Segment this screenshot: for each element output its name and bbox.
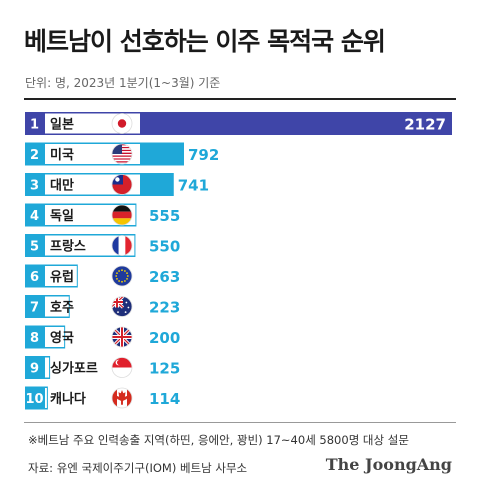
canada-flag-icon — [111, 387, 133, 409]
japan-flag-icon — [111, 113, 133, 134]
rank-label: 3 — [30, 179, 39, 194]
value-label: 550 — [149, 238, 180, 256]
category-label: 대만 — [50, 178, 74, 194]
category-label: 유럽 — [50, 270, 74, 285]
bar-row-1: 1 일본 2127 — [25, 112, 452, 135]
label-plate — [45, 327, 65, 347]
chart-title: 베트남이 선호하는 이주 목적국 순위 — [24, 27, 386, 56]
bar-row-10: 10 캐나다 114 — [25, 386, 180, 410]
bar-row-9: 9 싱가포르 125 — [25, 356, 180, 379]
rank-box — [25, 356, 44, 379]
bar-row-3: 3 대만 741 — [25, 173, 209, 196]
category-label: 싱가포르 — [50, 362, 98, 377]
usa-flag-icon — [111, 143, 133, 165]
rank-box — [25, 386, 44, 410]
value-label: 792 — [188, 146, 219, 164]
value-label: 555 — [149, 207, 180, 225]
rank-label: 1 — [30, 118, 39, 133]
rank-box — [25, 112, 44, 135]
singapore-flag-icon — [111, 357, 133, 378]
france-flag-icon — [111, 235, 133, 256]
rank-label: 10 — [25, 392, 43, 407]
category-label: 프랑스 — [50, 240, 86, 255]
bar-row-8: 8 영국 200 — [25, 325, 180, 349]
rank-box — [25, 173, 44, 196]
label-plate — [45, 235, 135, 256]
germany-flag-icon — [111, 204, 133, 226]
bottom-rule — [24, 422, 456, 423]
rank-label: 4 — [30, 209, 39, 224]
value-label: 263 — [149, 268, 180, 286]
label-plate — [45, 357, 50, 378]
value-label: 200 — [149, 329, 180, 347]
bar-row-2: 2 미국 792 — [25, 142, 219, 166]
rank-box — [25, 295, 44, 318]
taiwan-flag-icon — [111, 174, 133, 195]
category-label: 호주 — [50, 301, 74, 316]
publisher-logo: The JoongAng — [325, 455, 452, 474]
rank-box — [25, 203, 44, 227]
rank-box — [25, 234, 44, 257]
label-plate — [45, 388, 47, 408]
bar-row-4: 4 독일 555 — [25, 203, 180, 227]
source-note: 자료: 유엔 국제이주기구(IOM) 베트남 사무소 — [28, 461, 248, 475]
rank-label: 7 — [30, 301, 39, 316]
bar-row-7: 7 호주 223 — [25, 295, 180, 318]
rank-box — [25, 142, 44, 166]
value-label: 223 — [149, 299, 180, 317]
label-plate — [45, 266, 77, 286]
category-label: 미국 — [50, 147, 74, 163]
value-label: 114 — [149, 390, 180, 408]
footnote: ※베트남 주요 인력송출 지역(하띤, 응에안, 꽝빈) 17~40세 5800… — [28, 433, 409, 447]
rank-label: 9 — [30, 362, 39, 377]
rank-box — [25, 264, 44, 288]
bar-row-5: 5 프랑스 550 — [25, 234, 180, 257]
value-label: 2127 — [404, 116, 446, 134]
rank-box — [25, 325, 44, 349]
rank-label: 8 — [30, 331, 39, 346]
category-label: 영국 — [50, 331, 74, 346]
rank-label: 5 — [30, 240, 39, 255]
label-plate — [45, 205, 136, 225]
bar-row-6: 6 유럽 263 — [25, 264, 180, 288]
category-label: 독일 — [50, 209, 74, 224]
label-plate — [45, 296, 69, 317]
rank-label: 2 — [30, 148, 39, 163]
australia-flag-icon — [111, 296, 133, 317]
uk-flag-icon — [111, 326, 133, 348]
value-label: 741 — [178, 177, 209, 195]
top-rule — [24, 98, 456, 100]
eu-flag-icon — [111, 265, 133, 287]
category-label: 캐나다 — [50, 391, 86, 407]
rank-label: 6 — [30, 270, 39, 285]
chart-subtitle: 단위: 명, 2023년 1분기(1~3월) 기준 — [25, 76, 221, 90]
category-label: 일본 — [50, 118, 74, 133]
value-label: 125 — [149, 360, 180, 378]
